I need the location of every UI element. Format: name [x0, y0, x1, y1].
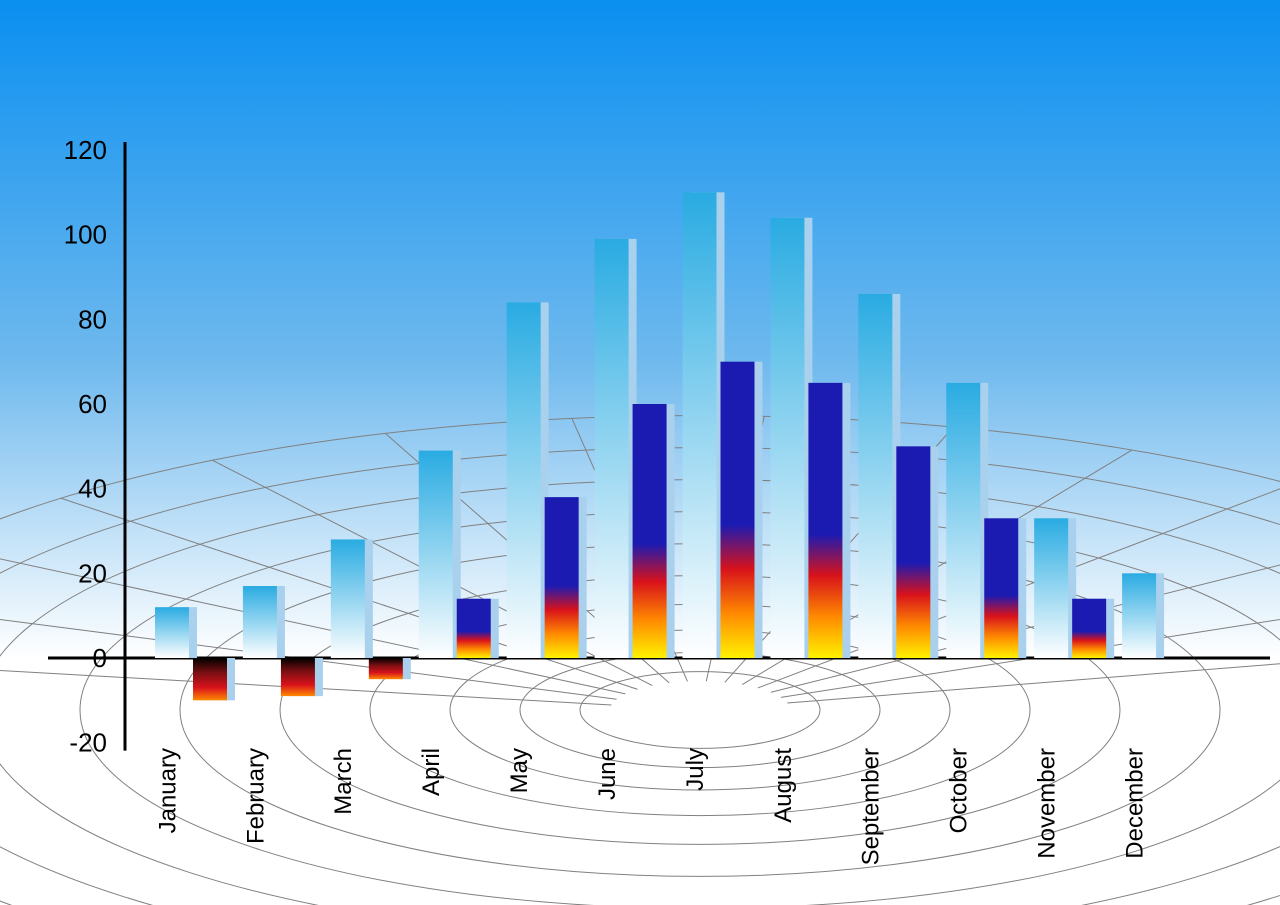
bar-series-b [457, 599, 491, 658]
bar-series-b [896, 446, 930, 658]
month-label: September [858, 748, 885, 865]
month-label: May [506, 748, 533, 793]
bar-series-a [419, 451, 453, 658]
y-tick-label: 120 [64, 135, 107, 165]
bar-series-a [683, 192, 717, 658]
bar-series-b [984, 518, 1018, 658]
bar-series-a [243, 586, 277, 658]
month-label: December [1121, 748, 1148, 859]
month-label: April [418, 748, 445, 796]
bar-series-a [1034, 518, 1068, 658]
bar-series-b [721, 362, 755, 658]
y-tick-label: 0 [93, 643, 107, 673]
y-tick-label: 80 [78, 304, 107, 334]
bar-series-a [770, 218, 804, 658]
bar-series-b [281, 658, 315, 696]
y-tick-label: 100 [64, 220, 107, 250]
bar-series-a [1122, 573, 1156, 658]
month-label: July [682, 748, 709, 791]
bar-series-a [507, 302, 541, 658]
bar-series-a [946, 383, 980, 658]
bar-series-a [155, 607, 189, 658]
month-label: August [770, 748, 797, 823]
y-tick-label: 40 [78, 474, 107, 504]
bar-series-b [369, 658, 403, 679]
month-label: November [1034, 748, 1061, 859]
month-label: June [594, 748, 621, 800]
month-label: February [242, 748, 269, 844]
chart-stage: -20 0 20 40 60 80 100 120 January February March A… [0, 0, 1280, 905]
monthly-bar-chart: -20 0 20 40 60 80 100 120 January February March A… [0, 0, 1280, 905]
y-tick-label: 20 [78, 558, 107, 588]
month-label: October [946, 748, 973, 833]
background-floor [0, 658, 1280, 905]
bar-series-a [858, 294, 892, 658]
bar-series-b [193, 658, 227, 700]
month-label: January [154, 748, 181, 833]
bar-series-b [545, 497, 579, 658]
y-tick-label: -20 [69, 728, 107, 758]
bar-series-a [595, 239, 629, 658]
month-label: March [330, 748, 357, 815]
bar-series-b [808, 383, 842, 658]
y-tick-label: 60 [78, 389, 107, 419]
bar-series-a [331, 539, 365, 658]
bar-series-b [633, 404, 667, 658]
bar-series-b [1072, 599, 1106, 658]
